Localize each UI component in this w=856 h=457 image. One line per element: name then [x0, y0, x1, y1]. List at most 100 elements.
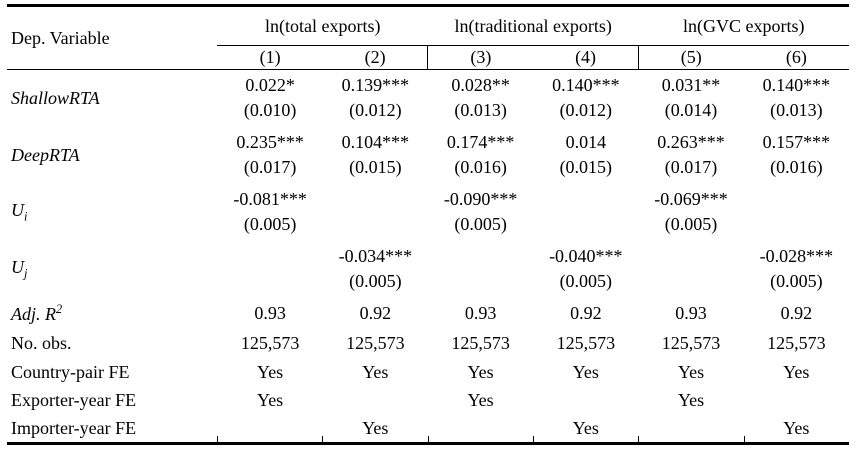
- cell-value: Yes: [572, 417, 599, 438]
- row-label: No. obs.: [7, 328, 217, 358]
- table-row: DeepRTA 0.235*** (0.017) 0.104*** (0.015) 0.1…: [7, 127, 849, 184]
- table-row: No. obs. 125,573 125,573 125,573 125,573 125,…: [7, 328, 849, 358]
- coefficient-cell: [744, 184, 849, 241]
- value-cell: Yes: [638, 386, 743, 414]
- coefficient-value: -0.069***: [654, 189, 728, 209]
- coefficient-value: -0.034***: [338, 246, 413, 266]
- column-number-header: (2): [322, 45, 428, 70]
- cell-value: 0.93: [464, 302, 497, 323]
- coefficient-value: 0.139***: [341, 75, 410, 95]
- value-cell: 0.92: [744, 298, 849, 328]
- standard-error: (0.012): [559, 100, 613, 120]
- coefficient-value: -0.090***: [443, 189, 518, 209]
- cell-value: Yes: [467, 389, 494, 410]
- standard-error: (0.013): [454, 100, 507, 120]
- cell-value: Yes: [783, 361, 810, 382]
- cell-value: 0.92: [359, 302, 392, 323]
- value-cell: 125,573: [744, 328, 849, 358]
- column-separator-tick: [638, 436, 639, 442]
- standard-error: (0.012): [349, 100, 402, 120]
- coefficient-cell: 0.140*** (0.013): [744, 70, 849, 128]
- value-cell: [533, 386, 638, 414]
- table-row: Importer-year FE Yes Yes Yes: [7, 414, 849, 444]
- value-cell: Yes: [428, 358, 533, 386]
- standard-error: (0.017): [664, 157, 718, 177]
- table-row: ShallowRTA 0.022* (0.010) 0.139*** (0.012) 0.…: [7, 70, 849, 128]
- coefficient-value: 0.031**: [661, 75, 721, 95]
- standard-error: (0.005): [559, 271, 613, 291]
- standard-error: (0.016): [770, 157, 823, 177]
- value-cell: Yes: [217, 358, 322, 386]
- coefficient-cell: [217, 241, 322, 298]
- regression-table-container: Dep. Variable ln(total exports) ln(traditi…: [7, 4, 849, 445]
- table-row: Country-pair FE Yes Yes Yes Yes Yes Yes: [7, 358, 849, 386]
- value-cell: 125,573: [428, 328, 533, 358]
- table-row: Uj -0.034*** (0.005) -0.040*** (0.005) -0.028…: [7, 241, 849, 298]
- row-label: Country-pair FE: [7, 358, 217, 386]
- coefficient-cell: 0.139*** (0.012): [323, 70, 428, 128]
- column-separator-tick: [217, 436, 218, 442]
- value-cell: 125,573: [217, 328, 322, 358]
- table-row: Ui -0.081*** (0.005) -0.090*** (0.005) -0.069…: [7, 184, 849, 241]
- standard-error: (0.010): [243, 100, 297, 120]
- coefficient-cell: [533, 184, 638, 241]
- value-cell: Yes: [638, 358, 743, 386]
- cell-value: 125,573: [346, 332, 405, 353]
- row-label-text: Country-pair FE: [11, 361, 130, 382]
- value-cell: [217, 414, 322, 444]
- coefficient-cell: -0.081*** (0.005): [217, 184, 322, 241]
- standard-error: (0.015): [559, 157, 613, 177]
- cell-value: Yes: [572, 361, 599, 382]
- coefficient-cell: 0.235*** (0.017): [217, 127, 322, 184]
- column-group-header: ln(GVC exports): [638, 5, 849, 46]
- cell-value: Yes: [257, 389, 284, 410]
- value-cell: 0.93: [217, 298, 322, 328]
- value-cell: Yes: [533, 414, 638, 444]
- row-label-text: U: [11, 256, 24, 277]
- coefficient-cell: 0.174*** (0.016): [428, 127, 533, 184]
- coefficient-cell: 0.140*** (0.012): [533, 70, 638, 128]
- dep-variable-header: Dep. Variable: [7, 5, 218, 70]
- row-label: ShallowRTA: [7, 70, 217, 128]
- row-label: Ui: [7, 184, 217, 241]
- value-cell: Yes: [323, 414, 428, 444]
- cell-value: Yes: [362, 361, 389, 382]
- coefficient-cell: 0.028** (0.013): [428, 70, 533, 128]
- column-separator-tick: [533, 436, 534, 442]
- value-cell: 0.92: [323, 298, 428, 328]
- coefficient-value: 0.104***: [341, 132, 410, 152]
- table-header: Dep. Variable ln(total exports) ln(traditi…: [7, 5, 849, 70]
- column-group-header: ln(total exports): [217, 5, 428, 46]
- coefficient-cell: -0.034*** (0.005): [323, 241, 428, 298]
- coefficient-value: 0.022*: [245, 75, 295, 95]
- coefficient-cell: [323, 184, 428, 241]
- row-label-text: Exporter-year FE: [11, 389, 137, 410]
- row-label-subscript: i: [24, 209, 28, 224]
- coefficient-value: 0.140***: [552, 75, 620, 95]
- coefficient-cell: 0.263*** (0.017): [638, 127, 743, 184]
- value-cell: Yes: [323, 358, 428, 386]
- standard-error: (0.016): [454, 157, 507, 177]
- cell-value: Yes: [362, 417, 389, 438]
- coefficient-value: -0.081***: [233, 189, 307, 209]
- value-cell: 0.93: [638, 298, 743, 328]
- coefficient-value: -0.028***: [759, 246, 834, 266]
- coefficient-cell: [638, 241, 743, 298]
- cell-value: 125,573: [556, 332, 616, 353]
- standard-error: (0.005): [454, 214, 507, 234]
- column-group-header: ln(traditional exports): [427, 5, 639, 46]
- cell-value: 125,573: [767, 332, 826, 353]
- standard-error: (0.014): [664, 100, 718, 120]
- column-number-header: (1): [217, 45, 323, 70]
- row-label: Exporter-year FE: [7, 386, 217, 414]
- coefficient-value: 0.174***: [446, 132, 515, 152]
- row-label-text: Adj. R: [11, 303, 56, 324]
- table-row: Adj. R2 0.93 0.92 0.93 0.92 0.93 0.92: [7, 298, 849, 328]
- value-cell: 125,573: [533, 328, 638, 358]
- coefficient-cell: 0.104*** (0.015): [323, 127, 428, 184]
- regression-results-table: Dep. Variable ln(total exports) ln(traditi…: [7, 4, 849, 445]
- value-cell: [323, 386, 428, 414]
- cell-value: 125,573: [661, 332, 721, 353]
- value-cell: Yes: [744, 414, 849, 444]
- table-row: Exporter-year FE Yes Yes Yes: [7, 386, 849, 414]
